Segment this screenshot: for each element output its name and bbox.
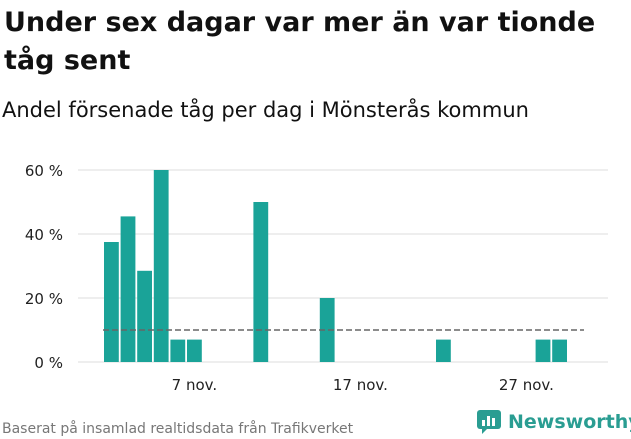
x-tick-label: 27 nov. bbox=[499, 376, 554, 394]
chart-subtitle: Andel försenade tåg per dag i Mönsterås … bbox=[2, 98, 529, 122]
bar-6-nov bbox=[170, 339, 186, 362]
x-axis-labels: 7 nov. 17 nov. 27 nov. bbox=[172, 376, 554, 394]
y-axis-labels: 0 % 20 % 40 % 60 % bbox=[25, 162, 63, 372]
brand-name: Newsworthy bbox=[508, 411, 631, 433]
bar-3-nov bbox=[120, 216, 136, 362]
bar-11-nov bbox=[253, 202, 269, 362]
x-tick-label: 17 nov. bbox=[333, 376, 388, 394]
bar-7-nov bbox=[187, 339, 202, 362]
chart-title: Under sex dagar var mer än var tionde tå… bbox=[4, 7, 596, 76]
y-tick-label: 20 % bbox=[25, 290, 63, 308]
bars bbox=[104, 170, 567, 362]
y-tick-label: 60 % bbox=[25, 162, 63, 180]
y-tick-label: 0 % bbox=[34, 354, 63, 372]
bar-29-nov bbox=[552, 339, 567, 362]
bar-22-nov bbox=[436, 339, 451, 362]
newsworthy-logo[interactable]: Newsworthy bbox=[476, 407, 631, 437]
bar-15-nov bbox=[319, 298, 335, 362]
bar-chart: 0 % 20 % 40 % 60 % 7 nov. 17 nov. 27 nov. bbox=[25, 162, 608, 394]
bar-5-nov bbox=[153, 170, 169, 362]
bar-28-nov bbox=[535, 339, 551, 362]
newsworthy-logo-icon bbox=[477, 410, 501, 434]
bar-4-nov bbox=[137, 270, 152, 362]
source-note: Baserat på insamlad realtidsdata från Tr… bbox=[2, 421, 354, 437]
bar-2-nov bbox=[104, 242, 119, 362]
y-tick-label: 40 % bbox=[25, 226, 63, 244]
x-tick-label: 7 nov. bbox=[172, 376, 217, 394]
